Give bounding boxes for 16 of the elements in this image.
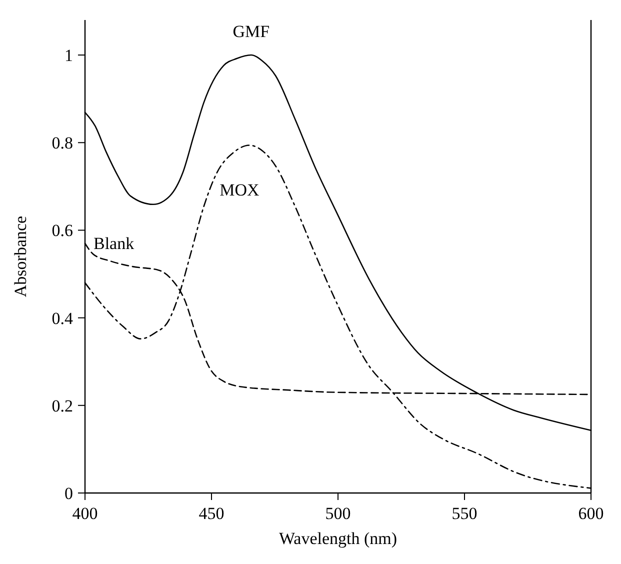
y-tick-label: 0.8 (52, 134, 73, 153)
y-tick-label: 1 (64, 46, 73, 65)
x-tick-label: 400 (72, 504, 98, 523)
x-tick-label: 500 (325, 504, 351, 523)
x-tick-label: 550 (452, 504, 478, 523)
series-label: GMF (232, 22, 270, 42)
y-tick-label: 0.4 (52, 308, 74, 328)
y-tick-label: 0 (64, 484, 73, 503)
y-tick-label: 0.6 (52, 221, 73, 240)
x-axis-title: Wavelength (nm) (278, 529, 398, 548)
series-label: MOX (220, 180, 260, 200)
y-axis-title: Absorbance (11, 216, 30, 298)
x-tick-label: 450 (198, 504, 224, 523)
y-tick-label: 0.2 (52, 396, 73, 416)
series-label: Blank (93, 234, 135, 253)
x-tick-label: 600 (578, 504, 604, 523)
